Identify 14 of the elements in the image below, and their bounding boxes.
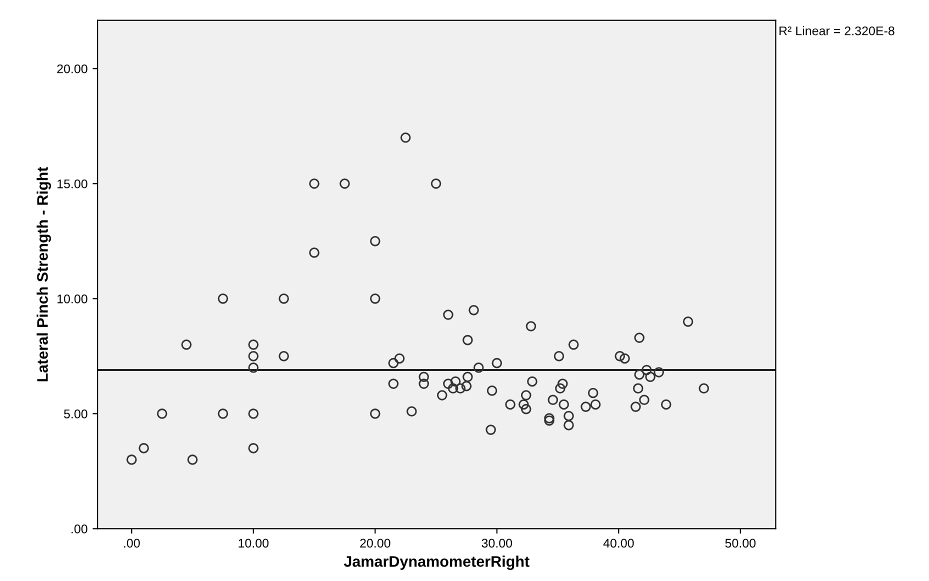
text: R² Linear = 2.320E-8 (780, 26, 894, 36)
x-tick-label: 10.00 (238, 538, 269, 548)
x-tick-label: .00 (124, 538, 140, 548)
x-tick-label: 30.00 (482, 538, 512, 548)
y-tick-label: 20.00 (57, 64, 88, 74)
y-tick-label: 15.00 (58, 179, 88, 188)
y-tick-label: 10.00 (58, 294, 88, 304)
y-tick-label: .00 (72, 524, 88, 534)
x-tick-label: 20.00 (360, 538, 390, 548)
x-axis-title: JamarDynamometerRight (344, 556, 530, 570)
y-tick-label: 5.00 (64, 409, 88, 418)
y-axis-title: Lateral Pinch Strength - Right (36, 166, 51, 382)
x-tick-label: 40.00 (603, 538, 634, 548)
x-tick-label: 50.00 (725, 538, 756, 548)
